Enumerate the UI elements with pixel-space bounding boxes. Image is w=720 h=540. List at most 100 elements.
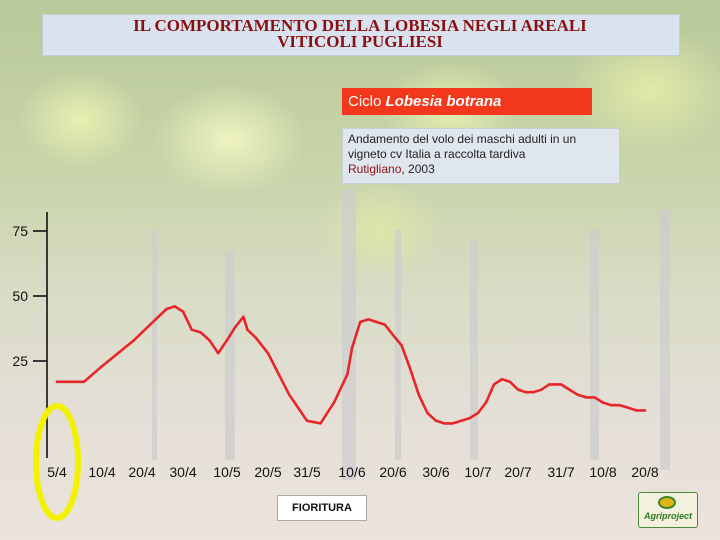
fioritura-label: FIORITURA: [277, 495, 367, 521]
note-line: vigneto cv Italia a raccolta tardiva: [348, 147, 526, 161]
x-tick-label: 5/4: [47, 464, 67, 480]
cycle-label-box: Ciclo Lobesia botrana: [342, 88, 592, 115]
data-point: [460, 419, 463, 422]
data-point: [149, 323, 152, 326]
data-point: [173, 305, 176, 308]
trunk: [395, 230, 401, 460]
data-point: [199, 331, 202, 334]
trunk: [225, 250, 235, 460]
x-tick-label: 31/5: [293, 464, 320, 480]
trunk: [660, 210, 670, 470]
description-note: Andamento del volo dei maschi adulti in …: [342, 128, 620, 184]
data-point: [627, 406, 630, 409]
y-tick-label: 25: [12, 353, 28, 369]
species-name: Lobesia botrana: [385, 93, 502, 110]
data-point: [383, 323, 386, 326]
note-year: , 2003: [401, 162, 435, 176]
x-tick-label: 31/7: [547, 464, 574, 480]
data-point: [524, 391, 527, 394]
data-point: [234, 326, 237, 329]
x-tick-label: 20/6: [379, 464, 406, 480]
data-point: [540, 388, 543, 391]
trunk: [152, 230, 157, 460]
data-point: [116, 352, 120, 355]
logo-text: Agriproject: [643, 511, 692, 521]
data-point: [319, 422, 322, 425]
data-point: [468, 417, 471, 420]
data-point: [548, 383, 551, 386]
x-tick-labels: 5/4 10/4 20/4 30/4 10/5 20/5 31/5 10/6 20/6 30/6 1…: [47, 464, 659, 480]
data-point: [593, 396, 596, 399]
data-point: [217, 352, 220, 355]
data-point: [391, 333, 395, 337]
data-point: [508, 380, 512, 383]
agriproject-logo: Agriproject: [638, 492, 698, 528]
page-title: IL COMPORTAMENTO DELLA LOBESIA NEGLI ARE…: [133, 16, 587, 35]
data-point: [516, 388, 520, 391]
data-point: [476, 411, 480, 415]
data-point: [208, 339, 211, 342]
title-bar: [42, 14, 680, 56]
data-point: [443, 422, 446, 425]
x-tick-label: 10/8: [589, 464, 616, 480]
x-tick-label: 10/5: [213, 464, 240, 480]
data-point: [288, 393, 291, 396]
data-point: [305, 419, 309, 422]
data-point: [568, 388, 571, 391]
data-point: [451, 422, 454, 425]
data-point: [610, 404, 613, 407]
x-tick-label: 20/8: [631, 464, 658, 480]
x-tick-label: 30/6: [422, 464, 449, 480]
data-point: [601, 401, 605, 404]
data-point: [165, 307, 168, 311]
data-point: [181, 310, 185, 313]
x-tick-label: 10/4: [88, 464, 115, 480]
data-point: [585, 396, 588, 399]
series-group: [55, 305, 647, 425]
data-point: [492, 383, 496, 386]
data-point: [576, 393, 579, 396]
note-line: Andamento del volo dei maschi adulti in …: [348, 132, 577, 146]
trunk: [342, 190, 356, 480]
data-point: [190, 328, 193, 331]
data-point: [643, 409, 647, 412]
data-point: [417, 393, 420, 396]
data-point: [332, 401, 336, 404]
data-point: [132, 339, 136, 342]
cycle-prefix: Ciclo: [348, 93, 386, 110]
y-ticks: 25 50 75: [12, 223, 47, 369]
trunk: [590, 230, 599, 460]
data-point: [532, 391, 535, 394]
data-point: [242, 315, 245, 318]
note-place: Rutigliano: [348, 162, 402, 176]
page-subtitle: VITICOLI PUGLIESI: [277, 32, 443, 51]
data-point: [346, 372, 349, 376]
y-tick-label: 50: [12, 288, 28, 304]
series-line: [55, 305, 647, 425]
data-point: [298, 409, 302, 412]
x-tick-label: 20/5: [254, 464, 281, 480]
data-point: [246, 328, 249, 331]
data-point: [359, 320, 362, 324]
logo-mark-icon: [658, 496, 676, 509]
data-point: [254, 336, 257, 339]
data-point: [100, 365, 104, 368]
x-tick-label: 30/4: [169, 464, 196, 480]
data-point: [559, 383, 563, 386]
data-point: [82, 380, 86, 383]
y-tick-label: 75: [12, 223, 28, 239]
data-point: [55, 380, 59, 383]
data-point: [400, 344, 403, 347]
data-point: [484, 401, 488, 404]
data-point: [350, 346, 354, 350]
x-tick-label: 20/4: [128, 464, 155, 480]
data-point: [426, 411, 429, 415]
highlight-ring: [33, 403, 81, 521]
x-tick-label: 10/6: [338, 464, 365, 480]
data-point: [277, 372, 280, 376]
data-point: [266, 352, 270, 355]
x-tick-label: 20/7: [504, 464, 531, 480]
data-point: [409, 367, 412, 370]
data-point: [225, 339, 229, 342]
